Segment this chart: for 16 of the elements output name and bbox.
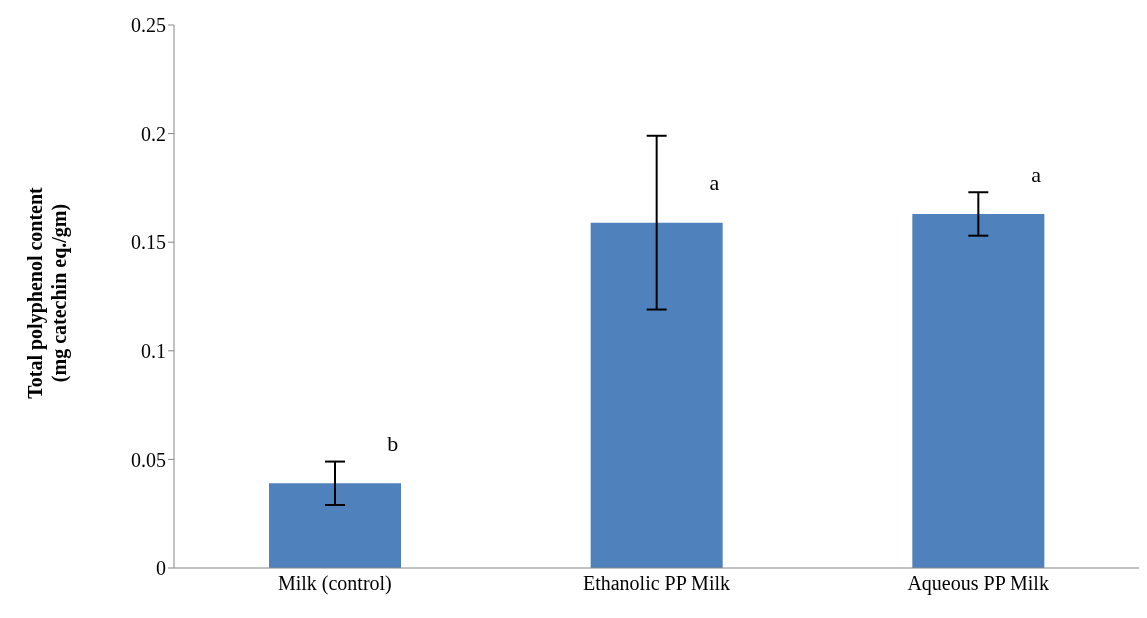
bar: [269, 483, 401, 568]
y-tick-label: 0.05: [131, 448, 166, 471]
annotation: a: [1031, 161, 1042, 187]
annotation: b: [387, 431, 399, 457]
y-tick-label: 0.2: [141, 122, 166, 145]
bar: [590, 222, 723, 568]
y-tick-label: 0.1: [141, 339, 166, 362]
y-axis-title: Total polyphenol content (mg catechin eq./gm): [23, 187, 71, 399]
x-tick-label: Milk (control): [277, 572, 392, 596]
y-tick-label: 0.15: [131, 231, 166, 254]
y-tick-label: 0: [156, 557, 166, 580]
x-tick-label: Aqueous PP Milk: [907, 572, 1049, 596]
y-tick-label: 0.25: [131, 14, 166, 37]
x-tick-label: Ethanolic PP Milk: [582, 572, 731, 595]
annotation: a: [709, 170, 720, 196]
bar: [912, 213, 1045, 568]
